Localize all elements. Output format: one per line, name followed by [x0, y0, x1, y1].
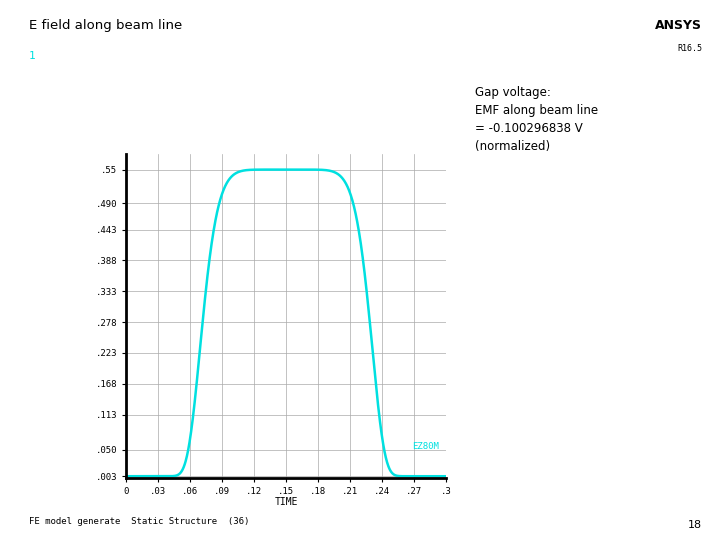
Text: E field along beam line: E field along beam line	[29, 19, 182, 32]
Text: Gap voltage:
EMF along beam line
= -0.100296838 V
(normalized): Gap voltage: EMF along beam line = -0.10…	[475, 86, 598, 153]
Text: EZ80M: EZ80M	[413, 442, 439, 451]
Text: 1: 1	[29, 51, 35, 62]
X-axis label: TIME: TIME	[274, 497, 298, 507]
Text: 18: 18	[688, 520, 702, 530]
Text: R16.5: R16.5	[677, 44, 702, 53]
Text: FE model generate  Static Structure  (36): FE model generate Static Structure (36)	[29, 517, 249, 526]
Text: ANSYS: ANSYS	[655, 19, 702, 32]
